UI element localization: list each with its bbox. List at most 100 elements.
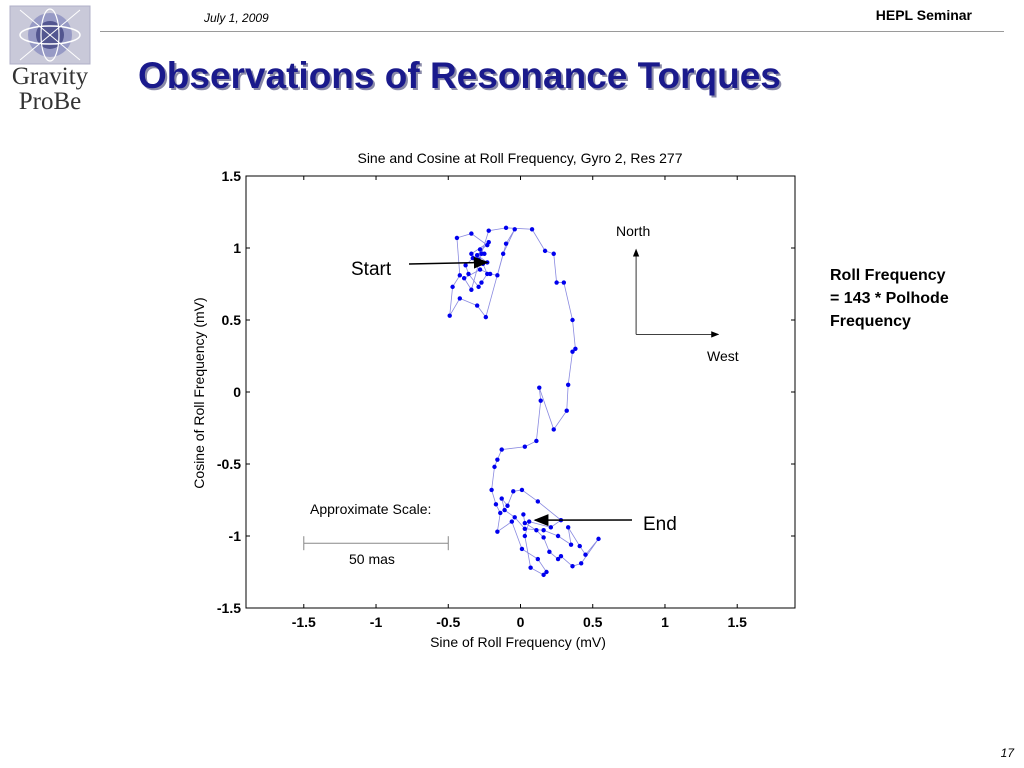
y-axis-label: Cosine of Roll Frequency (mV): [191, 297, 207, 488]
data-point: [469, 251, 474, 256]
y-tick-label: 0.5: [222, 312, 242, 328]
data-point: [551, 251, 556, 256]
data-point: [547, 549, 552, 555]
data-point: [528, 565, 533, 570]
y-tick-label: -0.5: [217, 456, 241, 472]
data-point: [548, 525, 554, 530]
data-point: [450, 284, 455, 290]
data-point: [492, 464, 497, 470]
data-point: [596, 536, 601, 542]
scale-value: 50 mas: [349, 551, 395, 567]
data-point: [474, 303, 480, 308]
data-point: [529, 227, 535, 232]
data-point: [522, 526, 528, 531]
data-point: [479, 251, 484, 256]
data-point: [519, 487, 525, 493]
seminar-name: HEPL Seminar: [875, 7, 972, 23]
data-point: [555, 533, 561, 539]
data-point: [555, 556, 561, 562]
data-point: [509, 519, 515, 524]
west-label: West: [707, 348, 739, 364]
gravity-probe-logo: Gravity ProBe: [9, 5, 91, 114]
end-label: End: [643, 514, 677, 535]
data-point: [544, 569, 549, 575]
data-point: [493, 502, 499, 507]
data-point: [461, 276, 467, 281]
presentation-date: July 1, 2009: [204, 11, 269, 25]
data-point: [541, 528, 546, 533]
slide-title: Observations of Resonance Torques: [138, 55, 781, 96]
data-point: [479, 280, 484, 285]
data-point: [542, 248, 548, 254]
data-point: [483, 314, 489, 320]
data-point: [561, 280, 567, 285]
data-point: [564, 408, 569, 413]
data-point: [474, 257, 480, 262]
data-point: [534, 528, 539, 533]
data-point: [554, 280, 559, 285]
data-point: [500, 251, 506, 256]
data-point: [447, 313, 452, 318]
header-divider: [100, 31, 1004, 32]
data-point: [485, 242, 490, 248]
data-point: [534, 438, 539, 444]
data-point: [495, 457, 500, 462]
data-point: [499, 496, 504, 501]
data-point: [522, 533, 528, 539]
y-tick-label: -1: [229, 528, 242, 544]
data-point: [503, 241, 509, 246]
data-point: [512, 227, 517, 232]
data-point: [463, 263, 468, 268]
x-axis-label: Sine of Roll Frequency (mV): [430, 634, 606, 650]
data-point: [495, 273, 500, 278]
data-point: [476, 284, 481, 290]
data-point: [454, 235, 460, 241]
chart-title: Sine and Cosine at Roll Frequency, Gyro …: [357, 150, 682, 166]
data-point: [570, 317, 575, 323]
data-point: [511, 489, 516, 494]
data-point: [466, 271, 471, 277]
x-tick-label: 0: [517, 614, 525, 630]
data-point: [477, 267, 483, 272]
data-point: [551, 427, 556, 432]
data-point: [565, 525, 571, 530]
data-point: [474, 253, 480, 258]
page-number: 17: [1000, 746, 1014, 760]
x-tick-label: 1: [661, 614, 669, 630]
data-point: [541, 535, 546, 540]
y-tick-label: 1.5: [222, 168, 242, 184]
data-point: [477, 247, 483, 252]
data-point: [469, 231, 474, 236]
scale-bar: [303, 536, 449, 551]
data-point: [519, 546, 525, 552]
data-point: [503, 225, 509, 231]
roll-frequency-note: Roll Frequency = 143 * Polhode Frequency: [830, 264, 949, 333]
data-point: [457, 273, 463, 278]
data-point: [521, 512, 526, 517]
data-point: [498, 510, 503, 516]
y-tick-label: 1: [233, 240, 241, 256]
y-tick-label: -1.5: [217, 600, 241, 616]
data-point: [568, 542, 574, 547]
data-point: [583, 552, 588, 557]
data-point: [573, 346, 578, 351]
data-point: [577, 543, 582, 549]
data-point: [535, 499, 541, 504]
start-label: Start: [351, 259, 392, 280]
data-point: [558, 553, 564, 559]
data-point: [541, 572, 546, 578]
scale-label: Approximate Scale:: [310, 501, 431, 517]
data-point: [486, 228, 491, 233]
x-tick-label: -1: [370, 614, 383, 630]
note-line-1: Roll Frequency: [830, 267, 946, 284]
data-point: [495, 529, 500, 534]
data-point: [489, 487, 494, 493]
x-tick-label: -1.5: [292, 614, 316, 630]
data-point: [535, 556, 541, 562]
north-label: North: [616, 223, 650, 239]
data-point: [457, 296, 463, 301]
x-tick-label: -0.5: [436, 614, 460, 630]
logo-text-probe: ProBe: [19, 88, 82, 114]
